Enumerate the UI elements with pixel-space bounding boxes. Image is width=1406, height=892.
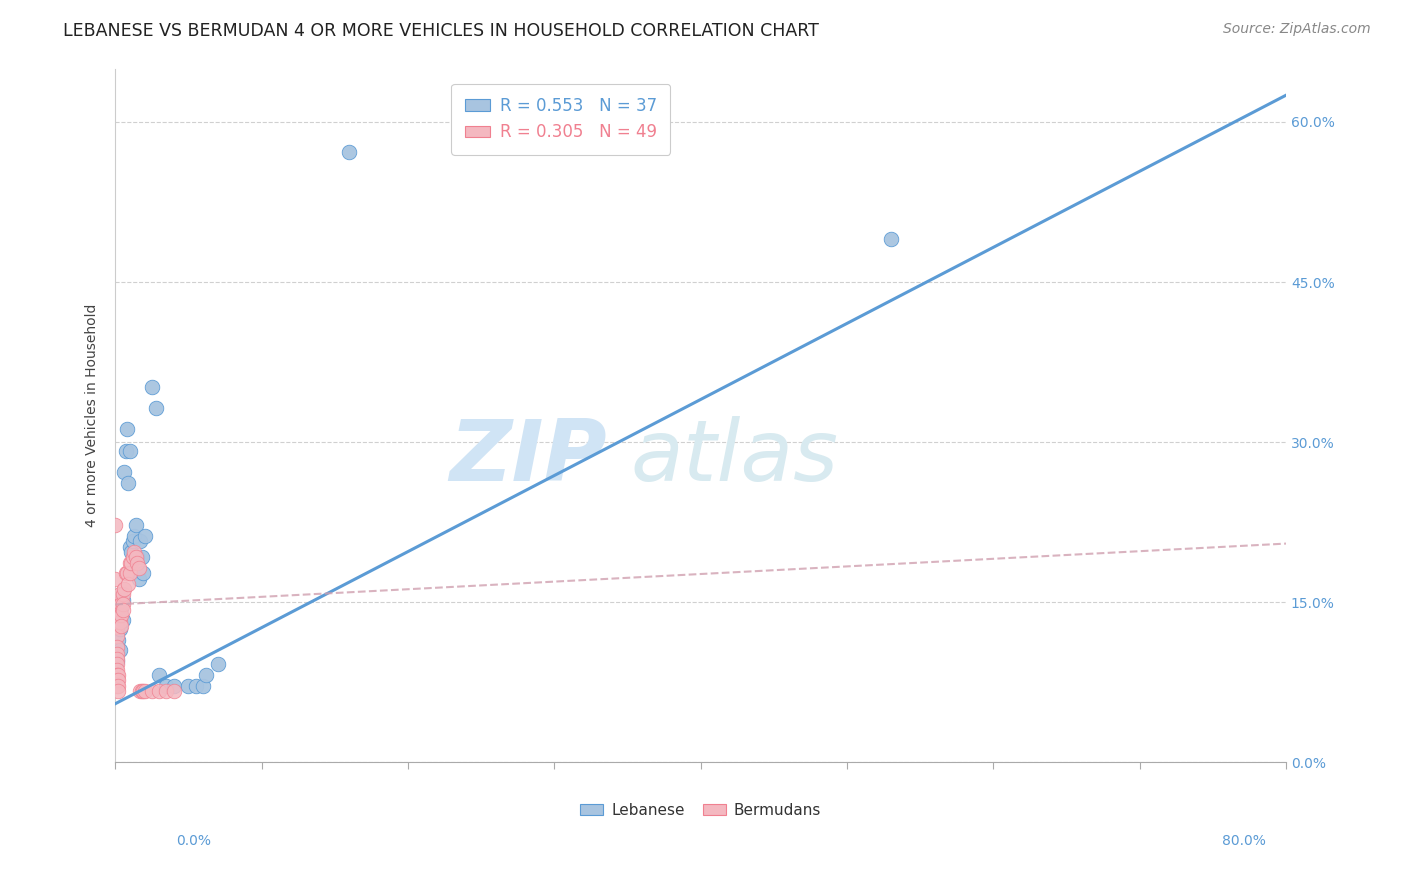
Point — [120, 556, 142, 570]
Point — [105, 630, 128, 644]
Point — [163, 679, 186, 693]
Point — [110, 619, 132, 633]
Point — [131, 684, 153, 698]
Point — [111, 587, 134, 601]
Point — [114, 443, 136, 458]
Point — [107, 673, 129, 688]
Point — [115, 422, 138, 436]
Point — [880, 232, 903, 246]
Point — [108, 587, 131, 601]
Point — [127, 556, 149, 570]
Point — [107, 668, 129, 682]
Point — [115, 566, 138, 581]
Point — [110, 608, 132, 623]
Point — [107, 611, 129, 625]
Point — [108, 603, 131, 617]
Point — [121, 534, 143, 549]
Point — [163, 684, 186, 698]
Point — [105, 608, 128, 623]
Point — [104, 518, 127, 533]
Point — [339, 145, 361, 159]
Text: ZIP: ZIP — [450, 416, 607, 499]
Point — [129, 534, 152, 549]
Point — [141, 379, 163, 393]
Point — [177, 679, 200, 693]
Point — [125, 550, 148, 565]
Point — [111, 614, 134, 628]
Point — [127, 550, 149, 565]
Text: atlas: atlas — [630, 416, 838, 499]
Point — [132, 684, 155, 698]
Legend: Lebanese, Bermudans: Lebanese, Bermudans — [575, 797, 827, 824]
Text: LEBANESE VS BERMUDAN 4 OR MORE VEHICLES IN HOUSEHOLD CORRELATION CHART: LEBANESE VS BERMUDAN 4 OR MORE VEHICLES … — [63, 22, 820, 40]
Point — [105, 640, 128, 654]
Point — [108, 608, 131, 623]
Point — [114, 566, 136, 581]
Point — [107, 632, 129, 647]
Point — [110, 598, 132, 612]
Point — [111, 593, 134, 607]
Point — [105, 620, 128, 634]
Point — [105, 663, 128, 677]
Point — [148, 668, 170, 682]
Point — [191, 679, 214, 693]
Point — [120, 545, 142, 559]
Point — [132, 566, 155, 581]
Point — [110, 600, 132, 615]
Point — [124, 529, 146, 543]
Point — [105, 673, 128, 688]
Point — [155, 679, 177, 693]
Point — [105, 668, 128, 682]
Point — [134, 684, 156, 698]
Point — [128, 561, 150, 575]
Point — [105, 654, 128, 668]
Point — [134, 529, 156, 543]
Point — [107, 684, 129, 698]
Point — [121, 550, 143, 565]
Text: 80.0%: 80.0% — [1222, 834, 1265, 848]
Point — [105, 657, 128, 672]
Point — [118, 443, 141, 458]
Point — [141, 684, 163, 698]
Text: Source: ZipAtlas.com: Source: ZipAtlas.com — [1223, 22, 1371, 37]
Point — [148, 684, 170, 698]
Point — [112, 465, 135, 479]
Point — [105, 679, 128, 693]
Point — [112, 582, 135, 597]
Point — [125, 518, 148, 533]
Point — [155, 684, 177, 698]
Point — [128, 572, 150, 586]
Point — [131, 550, 153, 565]
Point — [105, 615, 128, 629]
Point — [118, 540, 141, 554]
Point — [124, 545, 146, 559]
Point — [105, 598, 128, 612]
Point — [129, 684, 152, 698]
Point — [111, 598, 134, 612]
Point — [105, 652, 128, 666]
Point — [117, 475, 139, 490]
Point — [107, 679, 129, 693]
Point — [108, 622, 131, 636]
Y-axis label: 4 or more Vehicles in Household: 4 or more Vehicles in Household — [86, 304, 100, 527]
Point — [108, 615, 131, 629]
Point — [104, 572, 127, 586]
Point — [184, 679, 207, 693]
Point — [207, 657, 229, 672]
Point — [118, 566, 141, 581]
Point — [110, 608, 132, 623]
Point — [117, 577, 139, 591]
Point — [145, 401, 167, 415]
Point — [108, 643, 131, 657]
Point — [111, 603, 134, 617]
Point — [195, 668, 218, 682]
Text: 0.0%: 0.0% — [176, 834, 211, 848]
Point — [118, 556, 141, 570]
Point — [105, 647, 128, 661]
